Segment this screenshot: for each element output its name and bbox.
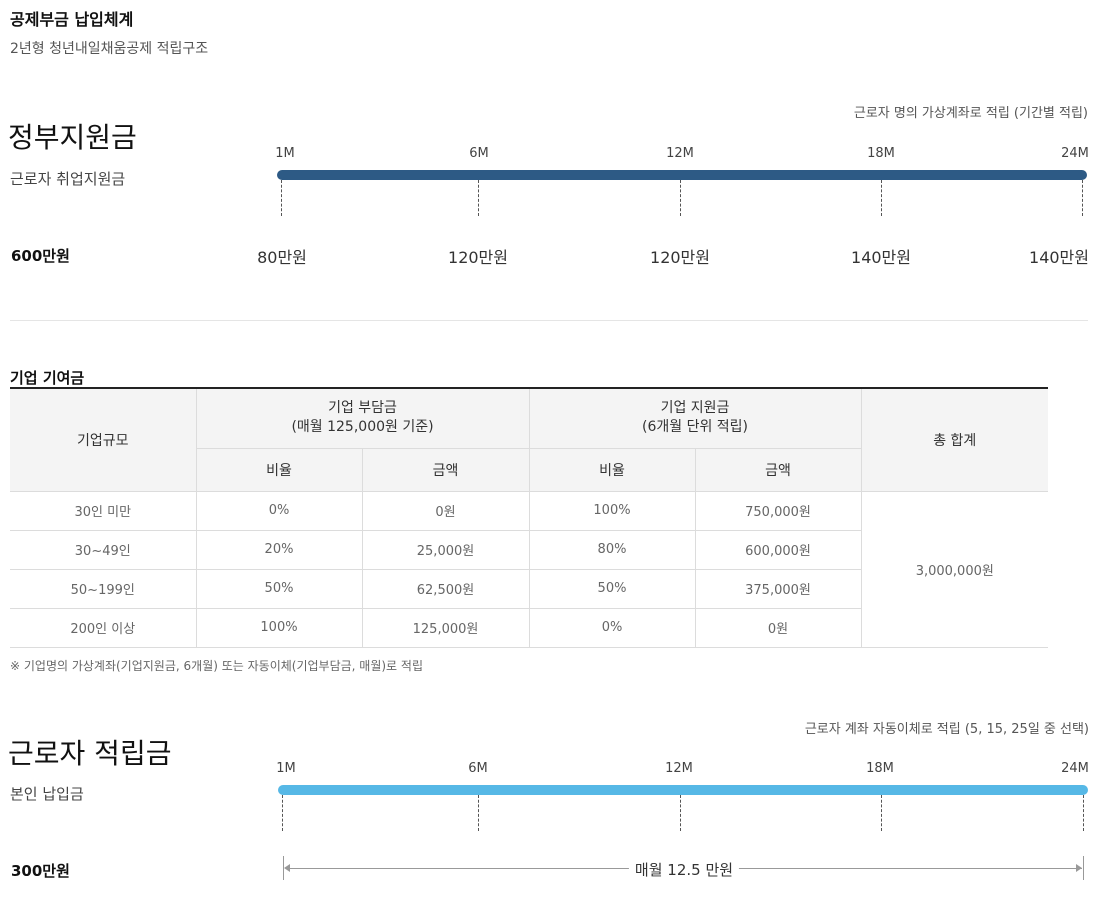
gov-tick-12m xyxy=(680,180,681,216)
worker-title: 근로자 적립금 xyxy=(8,737,172,770)
gov-amount-18m: 140만원 xyxy=(851,248,911,267)
gov-total: 600만원 xyxy=(11,247,70,265)
gov-amount-12m: 120만원 xyxy=(650,248,710,267)
table-row: 30~49인 20% 25,000원 80% 600,000원 xyxy=(10,529,1048,570)
worker-note: 근로자 계좌 자동이체로 적립 (5, 15, 25일 중 선택) xyxy=(804,722,1089,737)
cell-burden-ratio: 50% xyxy=(195,568,363,609)
gov-title: 정부지원금 xyxy=(8,121,137,154)
header-burden: 기업 부담금 (매월 125,000원 기준) xyxy=(195,389,530,449)
cell-size: 50~199인 xyxy=(10,568,197,609)
cell-burden-ratio: 20% xyxy=(195,529,363,570)
gov-milestone-6m: 6M xyxy=(469,146,489,161)
cell-burden-amount: 25,000원 xyxy=(361,529,530,570)
page-title: 공제부금 납입체계 xyxy=(10,10,134,29)
cell-burden-amount: 0원 xyxy=(361,490,530,531)
cell-support-amount: 750,000원 xyxy=(694,490,862,531)
monthly-amount: 매월 12.5 만원 xyxy=(628,859,740,880)
header-support-amount: 금액 xyxy=(694,448,862,492)
table-row: 200인 이상 100% 125,000원 0% 0원 xyxy=(10,607,1048,648)
header-support: 기업 지원금 (6개월 단위 적립) xyxy=(528,389,862,449)
gov-tick-6m xyxy=(478,180,479,216)
gov-milestone-1m: 1M xyxy=(275,146,295,161)
span-start-cap xyxy=(283,856,284,880)
gov-milestone-24m: 24M xyxy=(1061,146,1089,161)
header-total: 총 합계 xyxy=(860,389,1049,492)
company-note: ※ 기업명의 가상계좌(기업지원금, 6개월) 또는 자동이체(기업부담금, 매… xyxy=(10,659,423,673)
cell-size: 30~49인 xyxy=(10,529,197,570)
company-title: 기업 기여금 xyxy=(10,369,85,387)
worker-milestone-1m: 1M xyxy=(276,761,296,776)
gov-amount-6m: 120만원 xyxy=(448,248,508,267)
header-burden-amount: 금액 xyxy=(361,448,530,492)
gov-tick-24m xyxy=(1082,180,1083,216)
gov-tick-18m xyxy=(881,180,882,216)
company-table: 기업규모 기업 부담금 (매월 125,000원 기준) 기업 지원금 (6개월… xyxy=(10,389,1049,648)
gov-note: 근로자 명의 가상계좌로 적립 (기간별 적립) xyxy=(853,106,1088,121)
header-support-ratio: 비율 xyxy=(528,448,696,492)
gov-timeline-bar xyxy=(277,170,1087,180)
cell-size: 200인 이상 xyxy=(10,607,197,648)
worker-tick-18m xyxy=(881,795,882,831)
header-burden-ratio: 비율 xyxy=(196,448,363,492)
section-divider xyxy=(10,320,1088,321)
worker-tick-6m xyxy=(478,795,479,831)
cell-support-ratio: 100% xyxy=(528,490,696,531)
cell-support-amount: 0원 xyxy=(694,607,862,648)
cell-support-ratio: 0% xyxy=(528,607,696,648)
gov-tick-1m xyxy=(281,180,282,216)
gov-milestone-12m: 12M xyxy=(666,146,694,161)
cell-burden-ratio: 0% xyxy=(195,490,363,531)
company-table-topline xyxy=(10,387,1048,389)
gov-milestone-18m: 18M xyxy=(867,146,895,161)
worker-milestone-18m: 18M xyxy=(866,761,894,776)
cell-support-ratio: 80% xyxy=(528,529,696,570)
worker-total: 300만원 xyxy=(11,862,70,880)
gov-subtitle: 근로자 취업지원금 xyxy=(10,170,126,188)
arrow-right-icon xyxy=(1076,864,1082,872)
worker-milestone-6m: 6M xyxy=(468,761,488,776)
cell-size: 30인 미만 xyxy=(10,490,197,531)
worker-milestone-12m: 12M xyxy=(665,761,693,776)
gov-amount-1m: 80만원 xyxy=(257,248,307,267)
gov-amount-24m: 140만원 xyxy=(1029,248,1089,267)
cell-support-ratio: 50% xyxy=(528,568,696,609)
worker-tick-24m xyxy=(1083,795,1084,831)
span-end-cap xyxy=(1083,856,1084,880)
table-row: 30인 미만 0% 0원 100% 750,000원 3,000,000원 xyxy=(10,490,1049,648)
worker-milestone-24m: 24M xyxy=(1061,761,1089,776)
table-row: 50~199인 50% 62,500원 50% 375,000원 xyxy=(10,568,1048,609)
worker-tick-12m xyxy=(680,795,681,831)
cell-grand-total: 3,000,000원 xyxy=(860,490,1049,648)
worker-subtitle: 본인 납입금 xyxy=(10,785,84,803)
page-subtitle: 2년형 청년내일채움공제 적립구조 xyxy=(10,41,209,57)
cell-support-amount: 600,000원 xyxy=(694,529,862,570)
worker-tick-1m xyxy=(282,795,283,831)
cell-burden-ratio: 100% xyxy=(195,607,363,648)
cell-burden-amount: 62,500원 xyxy=(361,568,530,609)
header-size: 기업규모 xyxy=(10,389,197,492)
cell-burden-amount: 125,000원 xyxy=(361,607,530,648)
worker-timeline-bar xyxy=(278,785,1088,795)
cell-support-amount: 375,000원 xyxy=(694,568,862,609)
